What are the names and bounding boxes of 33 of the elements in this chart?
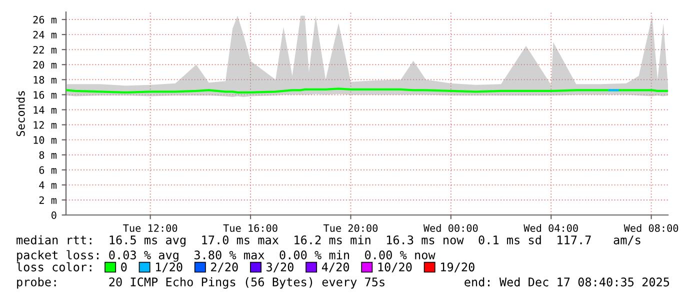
- x-tick-label: Wed 04:00: [524, 224, 578, 232]
- x-tick-label: Wed 00:00: [423, 224, 478, 232]
- y-tick-label: 16 m: [34, 91, 56, 99]
- text: packet loss: 0.03 % avg 3.80 % max 0.00 % min 0.00 % now: [17, 250, 436, 262]
- y-tick-label: 22 m: [33, 46, 56, 54]
- y-tick-label: 12 m: [34, 121, 56, 129]
- legend-label: 1/20: [156, 262, 182, 272]
- text: end: Wed Dec 17 08:40:35 2025: [464, 277, 670, 286]
- legend-label: 19/20: [441, 262, 474, 272]
- y-tick-label: 20 m: [33, 60, 56, 69]
- x-tick-label: Tue 16:00: [223, 224, 278, 232]
- y-tick-label: 18 m: [34, 76, 56, 84]
- x-tick-label: Wed 08:00: [624, 224, 678, 232]
- legend-label: 3/20: [266, 262, 294, 272]
- y-axis-title: Seconds: [16, 91, 25, 136]
- y-tick-label: 24 m: [33, 30, 56, 38]
- y-tick-label: 2 m: [39, 196, 56, 204]
- legend-label: 4/20: [322, 262, 350, 272]
- y-tick-label: 10 m: [34, 136, 56, 144]
- y-tick-label: 8 m: [39, 151, 56, 159]
- y-tick-label: 0: [52, 211, 56, 220]
- legend-label: 10/20: [378, 262, 412, 272]
- y-tick-label: 6 m: [39, 166, 56, 174]
- x-tick-label: Tue 12:00: [123, 224, 178, 232]
- text: probe: 20 ICMP Echo Pings (56 Bytes) every 75s: [17, 277, 384, 289]
- y-tick-label: 4 m: [39, 181, 56, 189]
- legend-label: 2/20: [211, 262, 238, 272]
- legend-label: 0: [121, 262, 127, 272]
- legend-title: loss color:: [16, 262, 92, 272]
- text: median rtt: 16.5 ms avg 17.0 ms max 16.2 ms min 16.3 ms now 0.1 ms sd 117.7 am/s: [16, 235, 640, 247]
- y-tick-label: 26 m: [33, 16, 56, 24]
- y-tick-label: 14 m: [34, 106, 56, 114]
- x-tick-label: Tue 20:00: [323, 224, 378, 232]
